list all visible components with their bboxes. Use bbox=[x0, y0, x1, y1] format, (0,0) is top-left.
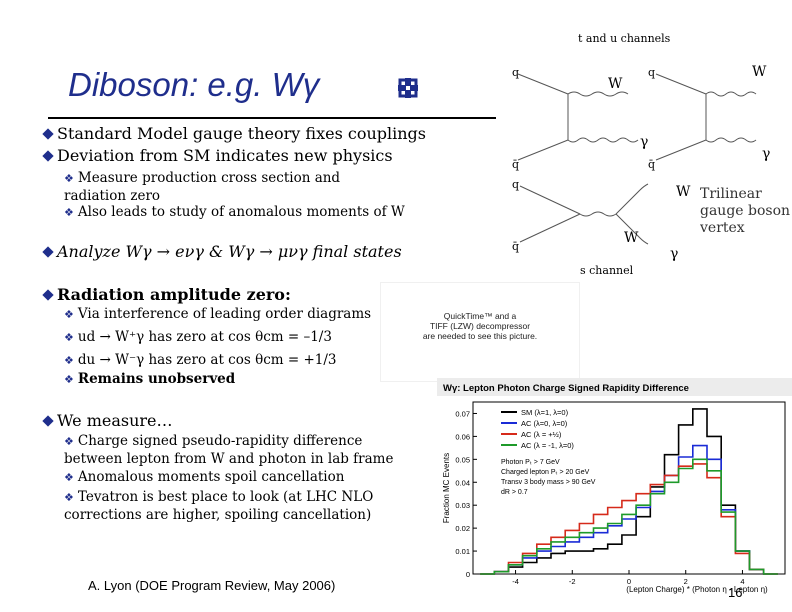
rad-item-4: ❖ Remains unobserved bbox=[64, 371, 236, 387]
measure-item-2: ❖ Anomalous moments spoil cancellation bbox=[64, 469, 345, 485]
series-line-1 bbox=[480, 444, 778, 575]
q-label-2: q bbox=[648, 66, 655, 79]
radiation-heading: Radiation amplitude zero: bbox=[42, 284, 291, 306]
measure-heading: We measure… bbox=[42, 410, 173, 432]
bullet-2: Deviation from SM indicates new physics bbox=[42, 145, 393, 167]
rapidity-plot-svg: Wγ: Lepton Photon Charge Signed Rapidity… bbox=[437, 378, 792, 598]
series-line-2 bbox=[480, 463, 778, 575]
footer-credit: A. Lyon (DOE Program Review, May 2006) bbox=[88, 578, 336, 593]
legend-entry: AC (λ=0, λ=0) bbox=[521, 419, 568, 428]
gamma-label-1: γ bbox=[640, 134, 648, 150]
x-axis-label: (Lepton Charge) * (Photon η - Lepton η) bbox=[626, 585, 768, 594]
plot-title-bar bbox=[437, 378, 792, 396]
page-number: 16 bbox=[728, 585, 743, 600]
plot-annotation: Charged lepton Pₜ > 20 GeV bbox=[501, 469, 590, 476]
quicktime-placeholder: QuickTime™ and a TIFF (LZW) decompressor… bbox=[380, 282, 580, 382]
x-tick-label: 4 bbox=[740, 577, 744, 586]
checkmark-bullet-icon: ❖ bbox=[64, 491, 74, 504]
series-line-0 bbox=[480, 408, 778, 575]
diamond-bullet-icon bbox=[42, 415, 54, 427]
x-tick-label: 2 bbox=[684, 577, 688, 586]
fermilab-logo bbox=[398, 78, 418, 98]
plot-annotation: Photon Pₜ > 7 GeV bbox=[501, 459, 560, 466]
w-label-3: W bbox=[676, 184, 691, 200]
series-line-3 bbox=[480, 458, 778, 575]
q-label-1: q bbox=[512, 66, 519, 79]
y-tick-label: 0.04 bbox=[455, 478, 470, 487]
qbar-label-1: q̄ bbox=[512, 158, 519, 171]
rad-item-1: ❖ Via interference of leading order diagr… bbox=[64, 306, 372, 322]
x-tick-label: -4 bbox=[512, 577, 519, 586]
qbar-label-3: q̄ bbox=[512, 240, 519, 253]
rad-item-3: ❖ du → W⁻γ has zero at cos θcm = +1/3 bbox=[64, 352, 337, 368]
checkmark-bullet-icon: ❖ bbox=[64, 435, 74, 448]
diamond-bullet-icon bbox=[42, 128, 54, 140]
slide-title: Diboson: e.g. Wγ bbox=[68, 66, 320, 103]
y-tick-label: 0.02 bbox=[455, 524, 470, 533]
fermilab-logo-icon bbox=[398, 78, 418, 98]
y-axis-label: Fraction MC Events bbox=[442, 453, 451, 523]
checkmark-bullet-icon: ❖ bbox=[64, 331, 74, 344]
qt-line-2: TIFF (LZW) decompressor bbox=[429, 321, 531, 331]
legend-entry: AC (λ = -1, λ=0) bbox=[521, 441, 574, 450]
checkmark-bullet-icon: ❖ bbox=[64, 172, 74, 185]
sub-bullet-1: ❖ Measure production cross section and ra… bbox=[64, 170, 341, 204]
qt-line-1: QuickTime™ and a bbox=[443, 311, 517, 321]
legend-entry: AC (λ = +½) bbox=[521, 430, 562, 439]
gamma-label-2: γ bbox=[762, 146, 770, 162]
measure-item-1: ❖ Charge signed pseudo-rapidity differenc… bbox=[64, 433, 394, 467]
x-tick-label: -2 bbox=[569, 577, 576, 586]
checkmark-bullet-icon: ❖ bbox=[64, 471, 74, 484]
feynman-diagrams-svg: t and u channels q q̄ W γ q q̄ W γ bbox=[512, 32, 791, 277]
diamond-bullet-icon bbox=[42, 150, 54, 162]
trilinear-label: Trilinear gauge boson vertex bbox=[700, 186, 791, 236]
plot-annotation: dR > 0.7 bbox=[501, 489, 528, 496]
sub-bullet-2: ❖ Also leads to study of anomalous moment… bbox=[64, 204, 405, 220]
qbar-label-2: q̄ bbox=[648, 158, 655, 171]
analyze-bullet: Analyze Wγ → eνγ & Wγ → μνγ final states bbox=[42, 241, 402, 263]
y-tick-label: 0.01 bbox=[455, 547, 470, 556]
title-underline bbox=[48, 117, 496, 119]
qt-line-3: are needed to see this picture. bbox=[422, 331, 538, 341]
y-tick-label: 0.03 bbox=[455, 501, 470, 510]
checkmark-bullet-icon: ❖ bbox=[64, 354, 74, 367]
diamond-bullet-icon bbox=[42, 289, 54, 301]
measure-item-3: ❖ Tevatron is best place to look (at LHC … bbox=[64, 489, 374, 523]
y-tick-label: 0.06 bbox=[455, 432, 470, 441]
plot-annotation: Transv 3 body mass > 90 GeV bbox=[501, 479, 596, 486]
checkmark-bullet-icon: ❖ bbox=[64, 308, 74, 321]
diagram-top-label: t and u channels bbox=[578, 32, 671, 45]
rad-item-2: ❖ ud → W⁺γ has zero at cos θcm = –1/3 bbox=[64, 329, 332, 345]
gamma-label-3: γ bbox=[670, 246, 678, 262]
legend-entry: SM (λ=1, λ=0) bbox=[521, 408, 569, 417]
feynman-diagrams: t and u channels q q̄ W γ q q̄ W γ bbox=[500, 18, 792, 280]
y-tick-label: 0.05 bbox=[455, 455, 470, 464]
w-label-2: W bbox=[752, 64, 767, 80]
diamond-bullet-icon bbox=[42, 246, 54, 258]
y-tick-label: 0 bbox=[466, 570, 470, 579]
checkmark-bullet-icon: ❖ bbox=[64, 373, 74, 386]
x-tick-label: 0 bbox=[627, 577, 631, 586]
q-label-3: q bbox=[512, 178, 519, 191]
checkmark-bullet-icon: ❖ bbox=[64, 206, 74, 219]
y-tick-label: 0.07 bbox=[455, 409, 470, 418]
rapidity-plot: Wγ: Lepton Photon Charge Signed Rapidity… bbox=[437, 378, 792, 598]
w-label-4: W bbox=[624, 230, 639, 246]
bullet-1: Standard Model gauge theory fixes coupli… bbox=[42, 123, 426, 145]
w-label-1: W bbox=[608, 76, 623, 92]
plot-title: Wγ: Lepton Photon Charge Signed Rapidity… bbox=[443, 383, 689, 394]
s-channel-label: s channel bbox=[580, 264, 634, 277]
